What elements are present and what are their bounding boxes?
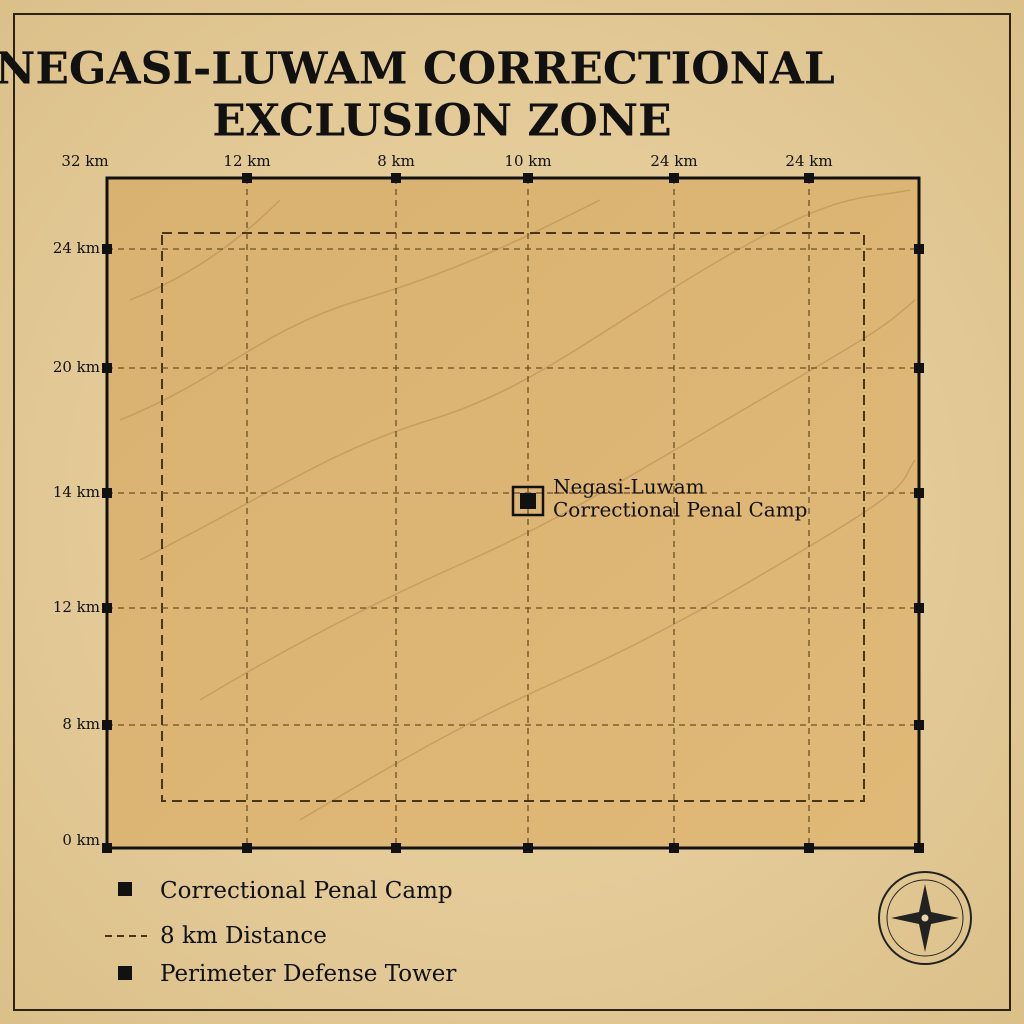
camp-label: Correctional Penal Camp	[553, 498, 807, 522]
terrain	[119, 189, 916, 821]
top-distance-label: 24 km	[650, 152, 697, 170]
left-distance-label: 0 km	[62, 831, 100, 849]
defense-tower	[102, 603, 112, 613]
camp-label: Negasi-Luwam	[553, 475, 705, 499]
defense-tower	[102, 244, 112, 254]
defense-tower	[391, 843, 401, 853]
defense-tower	[914, 488, 924, 498]
defense-tower	[391, 173, 401, 183]
defense-tower	[523, 843, 533, 853]
defense-tower	[914, 603, 924, 613]
inner-perimeter	[161, 232, 865, 802]
defense-tower	[102, 488, 112, 498]
defense-tower	[914, 843, 924, 853]
title-line-1: NEGASI-LUWAM CORRECTIONAL	[0, 44, 835, 95]
left-distance-label: 14 km	[53, 483, 100, 501]
defense-tower	[804, 843, 814, 853]
left-distance-label: 12 km	[53, 598, 100, 616]
top-distance-label: 8 km	[377, 152, 415, 170]
camp-marker	[520, 493, 536, 509]
top-distance-label: 32 km	[61, 152, 108, 170]
defense-tower	[804, 173, 814, 183]
legend-tower-icon	[118, 966, 132, 980]
defense-tower	[242, 843, 252, 853]
defense-tower	[102, 843, 112, 853]
defense-tower	[669, 173, 679, 183]
legend-label: 8 km Distance	[160, 923, 327, 949]
left-distance-label: 24 km	[53, 239, 100, 257]
title-line-2: EXCLUSION ZONE	[212, 96, 671, 147]
defense-tower	[242, 173, 252, 183]
top-distance-label: 24 km	[785, 152, 832, 170]
legend-camp-icon	[118, 882, 132, 896]
defense-tower	[102, 720, 112, 730]
left-distance-label: 8 km	[62, 715, 100, 733]
left-distance-label: 20 km	[53, 358, 100, 376]
camp-outline	[511, 485, 545, 517]
page-border	[13, 13, 1011, 1011]
defense-tower	[914, 363, 924, 373]
defense-tower	[669, 843, 679, 853]
defense-tower	[914, 720, 924, 730]
defense-tower	[102, 363, 112, 373]
defense-tower	[523, 173, 533, 183]
defense-tower	[914, 244, 924, 254]
legend-label: Perimeter Defense Tower	[160, 961, 456, 987]
legend-label: Correctional Penal Camp	[160, 878, 453, 904]
compass	[878, 871, 972, 965]
top-distance-label: 10 km	[504, 152, 551, 170]
top-distance-label: 12 km	[223, 152, 270, 170]
